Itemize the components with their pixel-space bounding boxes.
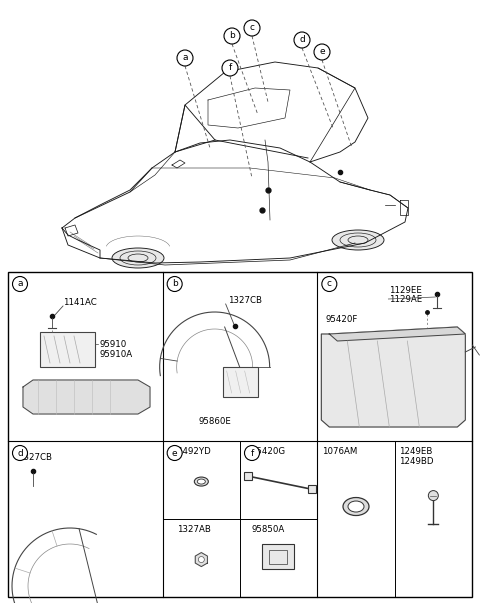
- Circle shape: [167, 446, 182, 461]
- Polygon shape: [329, 327, 465, 341]
- Text: 1249EB: 1249EB: [399, 447, 432, 456]
- Bar: [40, 332, 95, 367]
- Text: 1129AE: 1129AE: [389, 295, 422, 304]
- Ellipse shape: [332, 230, 384, 250]
- Text: f: f: [251, 449, 253, 458]
- Bar: [223, 367, 258, 397]
- Circle shape: [12, 277, 27, 291]
- Ellipse shape: [197, 479, 205, 484]
- Polygon shape: [195, 552, 207, 567]
- Text: 95850A: 95850A: [252, 525, 285, 534]
- Text: c: c: [250, 24, 254, 33]
- Circle shape: [322, 277, 337, 291]
- Text: 1327CB: 1327CB: [18, 453, 52, 462]
- Text: a: a: [17, 280, 23, 288]
- Circle shape: [294, 32, 310, 48]
- Text: a: a: [182, 54, 188, 63]
- Circle shape: [167, 277, 182, 291]
- Text: c: c: [327, 280, 332, 288]
- Text: 1141AC: 1141AC: [63, 298, 97, 307]
- Ellipse shape: [198, 557, 204, 563]
- Ellipse shape: [348, 501, 364, 512]
- Text: 95910A: 95910A: [100, 350, 133, 359]
- Text: e: e: [172, 449, 178, 458]
- Circle shape: [224, 28, 240, 44]
- Circle shape: [314, 44, 330, 60]
- Text: 95420G: 95420G: [252, 447, 286, 456]
- Circle shape: [177, 50, 193, 66]
- Ellipse shape: [343, 497, 369, 516]
- Text: 95420F: 95420F: [325, 315, 358, 324]
- Circle shape: [428, 491, 438, 500]
- Text: 95860E: 95860E: [198, 417, 231, 426]
- Bar: [8, 272, 472, 597]
- Polygon shape: [23, 380, 150, 414]
- Text: d: d: [299, 36, 305, 45]
- Ellipse shape: [112, 248, 164, 268]
- Text: b: b: [229, 31, 235, 40]
- Text: 1327AB: 1327AB: [177, 525, 211, 534]
- Bar: [244, 472, 252, 480]
- Text: 95910: 95910: [100, 340, 127, 349]
- Bar: [269, 550, 287, 564]
- Text: 1492YD: 1492YD: [177, 447, 210, 456]
- Bar: [308, 485, 316, 493]
- Text: 1249BD: 1249BD: [399, 457, 433, 466]
- Circle shape: [244, 446, 260, 461]
- Text: f: f: [228, 63, 232, 72]
- Circle shape: [222, 60, 238, 76]
- Circle shape: [244, 20, 260, 36]
- Ellipse shape: [194, 477, 208, 486]
- Bar: [262, 544, 294, 569]
- Polygon shape: [321, 327, 465, 427]
- Text: b: b: [172, 280, 178, 288]
- Text: 1129EE: 1129EE: [389, 286, 422, 295]
- Text: 1076AM: 1076AM: [323, 447, 358, 456]
- Text: d: d: [17, 449, 23, 458]
- Text: e: e: [319, 48, 325, 57]
- Text: 1327CB: 1327CB: [228, 296, 262, 305]
- Circle shape: [12, 446, 27, 461]
